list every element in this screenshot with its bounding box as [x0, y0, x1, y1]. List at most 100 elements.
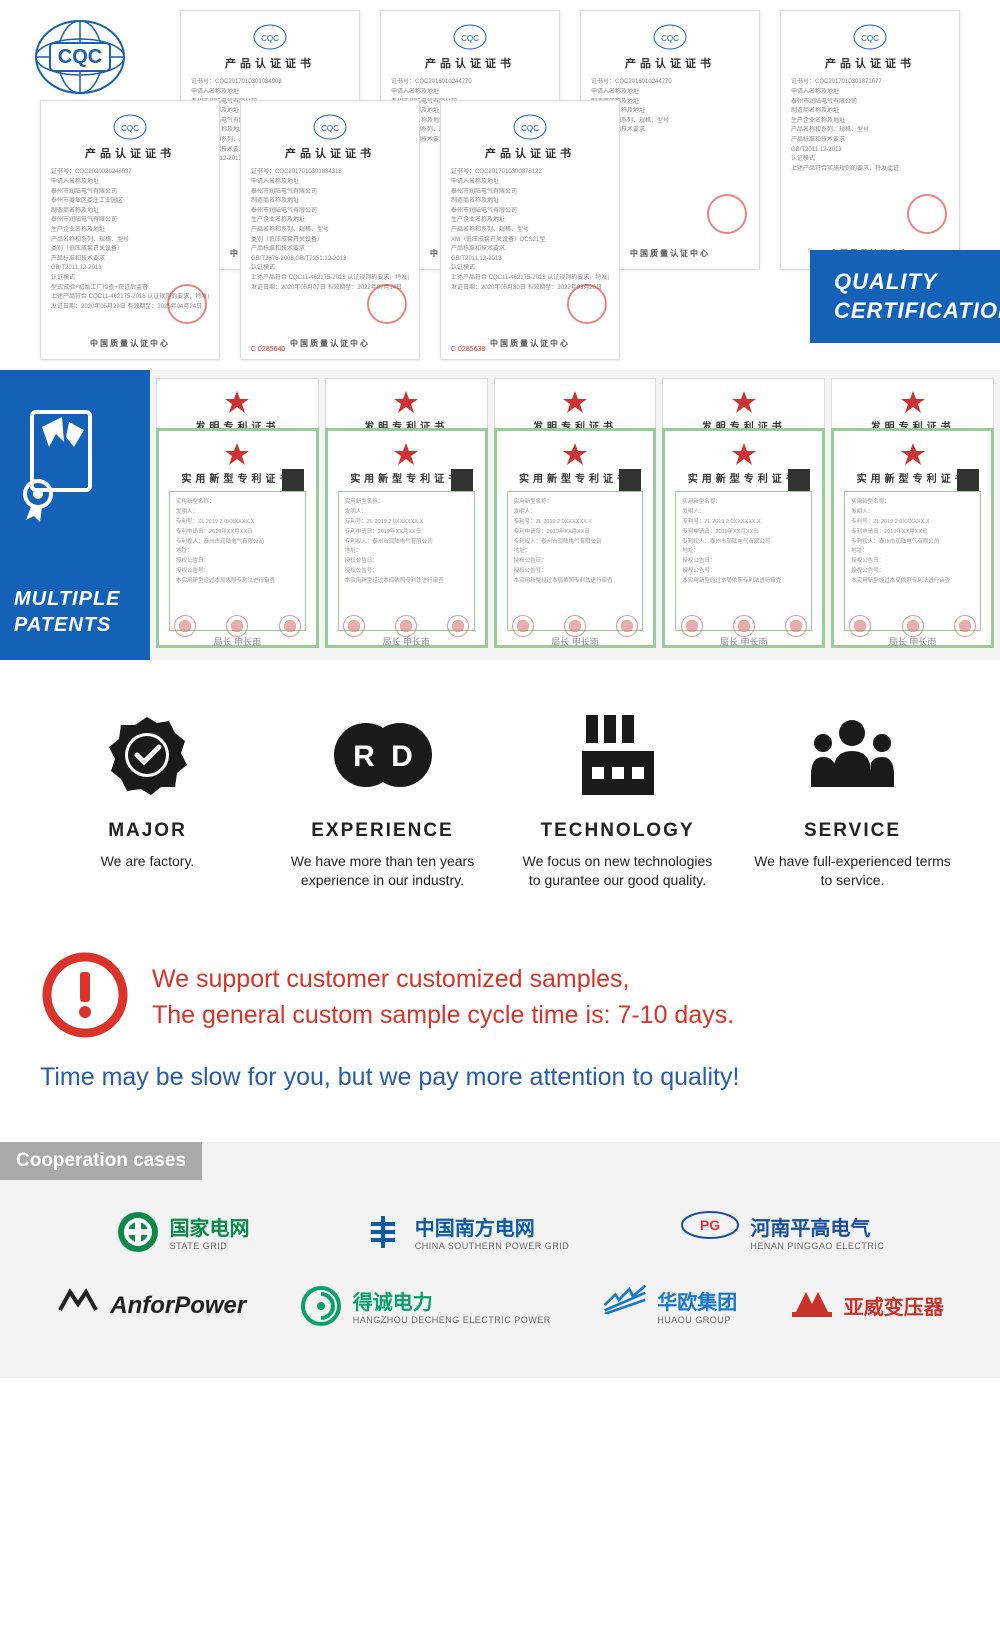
svg-text:D: D	[391, 740, 413, 773]
cert-title: 产品认证证书	[251, 147, 409, 162]
check-badge-icon	[48, 710, 248, 800]
cert-card-front: CQC 产品认证证书 证书号：CQC2020020248537申请人名称及地址泰…	[40, 100, 220, 360]
features-section: MAJOR We are factory.RD EXPERIENCE We ha…	[0, 660, 1000, 930]
cert-serial: C 0285638	[451, 345, 485, 355]
cooperation-row-2: AnforPower 得诚电力 HANGZHOU DECHENG ELECTRI…	[0, 1274, 1000, 1338]
svg-text:CQC: CQC	[661, 34, 679, 43]
cert-card-front: CQC 产品认证证书 证书号：CQC2017010301884318申请人名称及…	[240, 100, 420, 360]
partner-name: 国家电网	[170, 1212, 250, 1241]
feature-desc: We have more than ten years experience i…	[283, 852, 483, 890]
notice-text: We support customer customized samples, …	[152, 961, 734, 1034]
partner-item: 中国南方电网 CHINA SOUTHERN POWER GRID	[361, 1210, 570, 1254]
quality-label-line2: CERTIFICATION	[834, 297, 976, 326]
cert-title: 产品认证证书	[191, 57, 349, 72]
partner-name: 得诚电力	[353, 1286, 551, 1315]
quality-certification-section: CQC CQC 产品认证证书 证书号：CQC2017010301034908申请…	[0, 0, 1000, 370]
patent-column: 发明专利证书 发明名称：一种高压配电装置发明人：专利号：ZL 2018 1 0X…	[831, 378, 994, 652]
partner-item: 亚威变压器	[790, 1284, 944, 1328]
cert-title: 产品认证证书	[791, 57, 949, 72]
feature-item: RD EXPERIENCE We have more than ten year…	[283, 710, 483, 890]
partner-name: 亚威变压器	[844, 1291, 944, 1320]
cooperation-header: Cooperation cases	[0, 1142, 202, 1180]
patents-label-line2: PATENTS	[14, 612, 136, 638]
partner-logo-icon: PG	[680, 1210, 740, 1254]
partner-name: 华欧集团	[657, 1286, 737, 1315]
patent-column: 发明专利证书 发明名称：一种高压配电装置发明人：专利号：ZL 2018 1 0X…	[494, 378, 657, 652]
partner-logo-icon	[361, 1210, 405, 1254]
cooperation-row-1: 国家电网 STATE GRID 中国南方电网 CHINA SOUTHERN PO…	[0, 1180, 1000, 1274]
feature-title: EXPERIENCE	[283, 820, 483, 842]
feature-item: MAJOR We are factory.	[48, 710, 248, 890]
feature-desc: We are factory.	[48, 852, 248, 871]
notice-line1: We support customer customized samples,	[152, 961, 734, 997]
cert-card-back: CQC 产品认证证书 证书号：CQC2017010301871677申请人名称及…	[780, 10, 960, 270]
patent-column: 发明专利证书 发明名称：一种高压配电装置发明人：专利号：ZL 2018 1 0X…	[325, 378, 488, 652]
partner-sub: STATE GRID	[170, 1241, 250, 1251]
feature-title: SERVICE	[753, 820, 953, 842]
partner-sub: HENAN PINGGAO ELECTRIC	[750, 1241, 884, 1251]
patent-scroll-icon	[14, 402, 136, 527]
patent-column: 发明专利证书 发明名称：一种高压配电装置发明人：专利号：ZL 2018 1 0X…	[156, 378, 319, 652]
svg-text:CQC: CQC	[58, 46, 102, 68]
partner-sub: HUAOU GROUP	[657, 1315, 737, 1325]
patents-label: MULTIPLE PATENTS	[0, 370, 150, 660]
factory-icon	[518, 710, 718, 800]
qr-icon	[451, 469, 473, 491]
people-icon	[753, 710, 953, 800]
cert-serial: C 0285640	[251, 345, 285, 355]
svg-text:PG: PG	[700, 1217, 720, 1233]
partner-name: 河南平高电气	[750, 1212, 884, 1241]
patent-card-front: 实用新型专利证书 实用新型名称：发明人：专利号：ZL 2019 2 0XXXXX…	[325, 428, 488, 648]
partner-logo-icon	[116, 1210, 160, 1254]
stamp-icon	[367, 284, 407, 324]
svg-text:CQC: CQC	[461, 34, 479, 43]
stamp-icon	[167, 284, 207, 324]
partner-name: 中国南方电网	[415, 1212, 570, 1241]
patents-label-line1: MULTIPLE	[14, 586, 136, 612]
cert-title: 产品认证证书	[391, 57, 549, 72]
partner-item: AnforPower	[56, 1284, 246, 1328]
partner-logo-icon	[790, 1284, 834, 1328]
alert-icon	[40, 950, 130, 1045]
svg-text:CQC: CQC	[861, 34, 879, 43]
quality-label-line1: QUALITY	[834, 268, 976, 297]
notice-sub: Time may be slow for you, but we pay mor…	[40, 1063, 960, 1092]
quality-label: QUALITY CERTIFICATION	[810, 250, 1000, 343]
cert-title: 产品认证证书	[451, 147, 609, 162]
partner-item: PG 河南平高电气 HENAN PINGGAO ELECTRIC	[680, 1210, 884, 1254]
feature-title: TECHNOLOGY	[518, 820, 718, 842]
patent-card-front: 实用新型专利证书 实用新型名称：发明人：专利号：ZL 2019 2 0XXXXX…	[494, 428, 657, 648]
patents-grid: 发明专利证书 发明名称：一种高压配电装置发明人：专利号：ZL 2018 1 0X…	[150, 370, 1000, 660]
partner-item: 华欧集团 HUAOU GROUP	[603, 1284, 737, 1328]
qr-icon	[788, 469, 810, 491]
patent-card-front: 实用新型专利证书 实用新型名称：发明人：专利号：ZL 2019 2 0XXXXX…	[831, 428, 994, 648]
notice-section: We support customer customized samples, …	[0, 930, 1000, 1122]
notice-line2: The general custom sample cycle time is:…	[152, 997, 734, 1033]
qr-icon	[619, 469, 641, 491]
feature-item: TECHNOLOGY We focus on new technologies …	[518, 710, 718, 890]
stamp-icon	[707, 194, 747, 234]
patent-card-front: 实用新型专利证书 实用新型名称：发明人：专利号：ZL 2019 2 0XXXXX…	[156, 428, 319, 648]
svg-text:CQC: CQC	[521, 124, 539, 133]
cert-title: 产品认证证书	[51, 147, 209, 162]
feature-desc: We have full-experienced terms to servic…	[753, 852, 953, 890]
cert-title: 产品认证证书	[591, 57, 749, 72]
partner-sub: CHINA SOUTHERN POWER GRID	[415, 1241, 570, 1251]
partner-item: 国家电网 STATE GRID	[116, 1210, 250, 1254]
partner-logo-icon	[299, 1284, 343, 1328]
cooperation-section: Cooperation cases 国家电网 STATE GRID 中国南方电网…	[0, 1142, 1000, 1378]
partner-item: 得诚电力 HANGZHOU DECHENG ELECTRIC POWER	[299, 1284, 551, 1328]
partner-logo-icon	[603, 1284, 647, 1328]
cert-row-front: CQC 产品认证证书 证书号：CQC2020020248537申请人名称及地址泰…	[40, 100, 620, 360]
rd-icon: RD	[283, 710, 483, 800]
feature-desc: We focus on new technologies to gurantee…	[518, 852, 718, 890]
patent-column: 发明专利证书 发明名称：一种高压配电装置发明人：专利号：ZL 2018 1 0X…	[662, 378, 825, 652]
svg-text:CQC: CQC	[321, 124, 339, 133]
patents-section: MULTIPLE PATENTS 发明专利证书 发明名称：一种高压配电装置发明人…	[0, 370, 1000, 660]
stamp-icon	[907, 194, 947, 234]
feature-item: SERVICE We have full-experienced terms t…	[753, 710, 953, 890]
patent-card-front: 实用新型专利证书 实用新型名称：发明人：专利号：ZL 2019 2 0XXXXX…	[662, 428, 825, 648]
feature-title: MAJOR	[48, 820, 248, 842]
qr-icon	[282, 469, 304, 491]
stamp-icon	[567, 284, 607, 324]
